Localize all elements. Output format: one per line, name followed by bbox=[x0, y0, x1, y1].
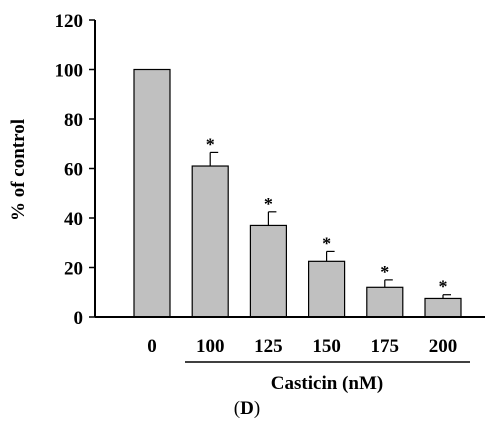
x-axis-tick-labels: 0 100 125 150 175 200 bbox=[147, 336, 457, 357]
x-tick-label: 150 bbox=[312, 336, 341, 357]
bar bbox=[191, 165, 229, 318]
y-axis-ticks: 0 20 40 60 80 100 120 bbox=[55, 11, 95, 329]
y-tick-label: 20 bbox=[64, 259, 83, 280]
bar bbox=[249, 224, 287, 318]
significance-star: * bbox=[380, 262, 389, 282]
x-tick-label: 0 bbox=[147, 336, 157, 357]
bars bbox=[133, 68, 462, 318]
x-axis-title: Casticin (nM) bbox=[271, 373, 383, 394]
bar bbox=[308, 260, 346, 318]
y-tick-label: 0 bbox=[74, 308, 84, 329]
significance-star: * bbox=[439, 277, 448, 297]
y-tick-label: 80 bbox=[64, 110, 83, 131]
panel-label: (D) bbox=[234, 398, 260, 419]
y-tick-label: 100 bbox=[55, 61, 84, 82]
error-bars bbox=[209, 151, 451, 299]
y-axis-title: % of control bbox=[8, 119, 29, 221]
bar bbox=[424, 297, 462, 318]
y-tick-label: 40 bbox=[64, 209, 83, 230]
bar bbox=[366, 286, 404, 318]
y-tick-label: 60 bbox=[64, 160, 83, 181]
bar bbox=[133, 68, 171, 318]
x-tick-label: 200 bbox=[429, 336, 458, 357]
x-tick-label: 125 bbox=[254, 336, 283, 357]
y-tick-label: 120 bbox=[55, 11, 84, 32]
significance-star: * bbox=[322, 233, 331, 253]
significance-star: * bbox=[264, 194, 273, 214]
x-tick-label: 100 bbox=[196, 336, 225, 357]
x-tick-label: 175 bbox=[371, 336, 400, 357]
significance-markers: * * * * * bbox=[206, 134, 448, 296]
significance-star: * bbox=[206, 134, 215, 154]
